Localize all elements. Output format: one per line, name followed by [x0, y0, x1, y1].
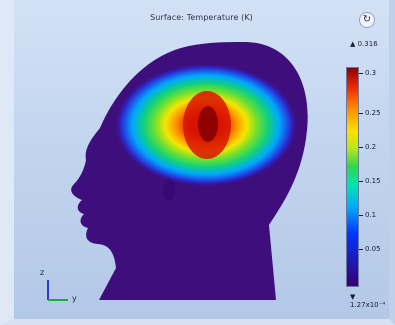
axis-triad-icon	[47, 280, 68, 301]
plot-title: Surface: Temperature (K)	[150, 13, 253, 22]
axis-z-label: z	[40, 268, 45, 277]
colorbar-max-label: ▲ 0.316	[350, 40, 378, 48]
colorbar	[346, 67, 359, 287]
colorbar-tick-0-1: 0.1	[358, 211, 377, 219]
colorbar-tick-0-15: 0.15	[359, 177, 381, 185]
colorbar-tick-0-2: 0.2	[358, 143, 377, 151]
refresh-icon[interactable]: ↻	[359, 12, 375, 28]
colorbar-min-label: ▼ 1.27x10⁻⁴	[350, 293, 386, 309]
colorbar-tick-0-05: 0.05	[359, 245, 381, 253]
graphics-viewport[interactable]: Surface: Temperature (K) ↻	[14, 0, 389, 319]
colorbar-tick-0-3: 0.3	[358, 69, 377, 77]
head-surface-plot	[71, 42, 308, 300]
colorbar-tick-0-25: 0.25	[359, 109, 381, 117]
axis-y-label: y	[72, 294, 77, 303]
